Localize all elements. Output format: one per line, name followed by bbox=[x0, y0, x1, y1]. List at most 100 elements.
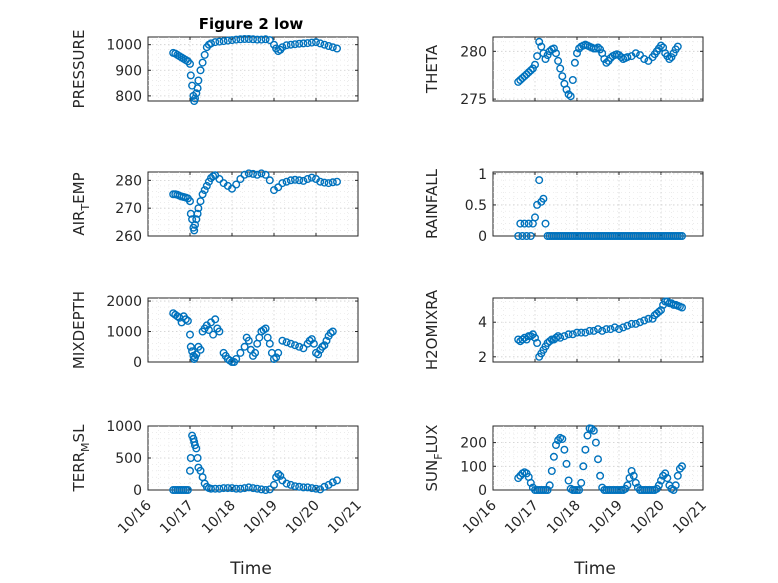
data-point bbox=[278, 43, 287, 52]
data-point bbox=[598, 326, 607, 335]
data-point bbox=[328, 178, 337, 187]
y-tick-label: 1000 bbox=[106, 419, 142, 435]
data-point bbox=[307, 484, 316, 493]
y-tick-label: 280 bbox=[460, 44, 487, 60]
data-point bbox=[594, 325, 603, 334]
data-point bbox=[215, 37, 224, 46]
data-point bbox=[276, 471, 285, 480]
data-point bbox=[623, 321, 632, 330]
data-point bbox=[629, 471, 638, 480]
y-axis-label-subscript: T bbox=[79, 204, 92, 212]
data-point bbox=[194, 204, 203, 213]
y-tick-label: 200 bbox=[460, 436, 487, 452]
y-tick-label: 500 bbox=[115, 451, 142, 467]
data-point bbox=[299, 39, 308, 48]
data-point bbox=[193, 454, 202, 463]
data-point bbox=[568, 75, 577, 84]
data-point bbox=[594, 43, 603, 52]
data-point bbox=[556, 333, 565, 342]
data-point bbox=[307, 335, 316, 344]
data-point bbox=[573, 49, 582, 58]
data-point bbox=[202, 181, 211, 190]
data-point bbox=[244, 35, 253, 44]
x-axis-label-left: Time bbox=[229, 559, 272, 579]
y-tick-label: 900 bbox=[115, 63, 142, 79]
y-tick-label: 270 bbox=[115, 201, 142, 217]
data-point bbox=[673, 42, 682, 51]
y-tick-label: 0 bbox=[478, 483, 487, 499]
y-tick-label: 2 bbox=[478, 350, 487, 366]
data-point bbox=[192, 89, 201, 98]
data-point bbox=[299, 344, 308, 353]
data-point bbox=[196, 345, 205, 354]
data-point bbox=[328, 43, 337, 52]
data-point bbox=[190, 220, 199, 229]
data-point bbox=[522, 70, 531, 79]
data-point bbox=[663, 474, 672, 483]
data-point bbox=[223, 484, 232, 493]
data-point bbox=[261, 486, 270, 495]
data-point bbox=[552, 333, 561, 342]
y-axis-label-subscript: F bbox=[432, 453, 445, 459]
y-tick-label: 0 bbox=[133, 483, 142, 499]
data-point bbox=[278, 179, 287, 188]
y-axis-label: MIXDEPTH bbox=[70, 291, 88, 369]
data-point bbox=[282, 479, 291, 488]
data-point bbox=[573, 328, 582, 337]
data-point bbox=[185, 466, 194, 475]
data-point bbox=[545, 481, 554, 490]
data-point bbox=[627, 467, 636, 476]
data-point bbox=[232, 355, 241, 364]
data-point bbox=[286, 176, 295, 185]
data-point bbox=[328, 327, 337, 336]
data-point bbox=[265, 176, 274, 185]
data-point bbox=[215, 484, 224, 493]
data-point bbox=[659, 471, 668, 480]
data-point bbox=[322, 336, 331, 345]
data-point bbox=[524, 219, 533, 228]
data-point bbox=[253, 170, 262, 179]
data-point bbox=[324, 179, 333, 188]
data-point bbox=[211, 484, 220, 493]
data-point bbox=[320, 482, 329, 491]
y-tick-label: 4 bbox=[478, 315, 487, 331]
data-point bbox=[522, 231, 531, 240]
data-point bbox=[183, 486, 192, 495]
data-point bbox=[219, 484, 228, 493]
data-point bbox=[240, 170, 249, 179]
data-point bbox=[206, 484, 215, 493]
data-point bbox=[227, 484, 236, 493]
data-point bbox=[556, 64, 565, 73]
data-point bbox=[278, 336, 287, 345]
data-point bbox=[295, 342, 304, 351]
data-point bbox=[602, 325, 611, 334]
data-point bbox=[232, 484, 241, 493]
data-point bbox=[265, 485, 274, 494]
data-point bbox=[587, 424, 596, 433]
y-axis-label: SUNFLUX bbox=[423, 425, 445, 492]
data-point bbox=[589, 326, 598, 335]
data-point bbox=[631, 49, 640, 58]
data-point bbox=[678, 462, 687, 471]
data-point bbox=[291, 175, 300, 184]
data-point bbox=[581, 328, 590, 337]
data-point bbox=[251, 348, 260, 357]
data-point bbox=[545, 337, 554, 346]
data-point bbox=[566, 92, 575, 101]
data-point bbox=[514, 474, 523, 483]
data-point bbox=[312, 38, 321, 47]
data-point bbox=[636, 51, 645, 60]
data-point bbox=[253, 35, 262, 44]
data-point bbox=[665, 55, 674, 64]
data-point bbox=[552, 441, 561, 450]
data-point bbox=[654, 481, 663, 490]
data-point bbox=[606, 325, 615, 334]
data-point bbox=[577, 478, 586, 487]
data-point bbox=[333, 177, 342, 186]
subplot-air-temp: 260 270 280 AIRTEMP bbox=[70, 169, 359, 245]
data-point bbox=[520, 72, 529, 81]
y-tick-label: 1 bbox=[478, 167, 487, 183]
y-axis-label-part: LUX bbox=[423, 425, 441, 454]
data-point bbox=[631, 319, 640, 328]
data-point bbox=[291, 40, 300, 49]
